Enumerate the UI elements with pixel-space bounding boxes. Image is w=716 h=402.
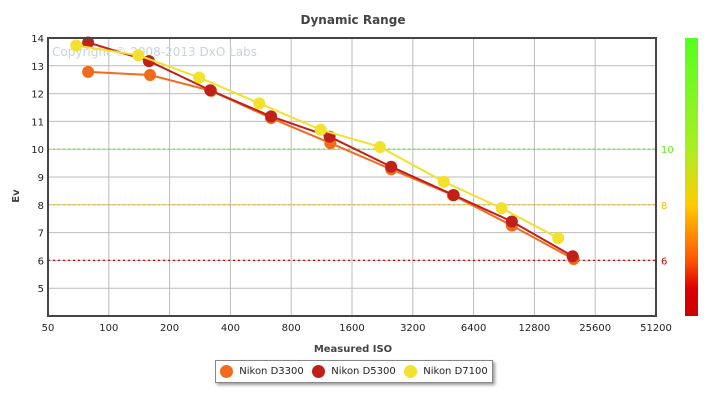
legend-label: Nikon D7100: [423, 366, 488, 377]
scale-label: 10: [661, 145, 674, 156]
x-tick-label: 400: [221, 323, 240, 334]
y-tick-label: 5: [38, 284, 44, 295]
x-tick-label: 51200: [640, 323, 672, 334]
data-point: [566, 250, 579, 263]
scale-label: 6: [661, 256, 667, 267]
plot-frame: [47, 37, 657, 317]
x-tick-label: 12800: [518, 323, 550, 334]
legend-item[interactable]: Nikon D5300: [312, 365, 396, 378]
data-point: [204, 84, 217, 97]
y-tick-label: 13: [31, 62, 44, 73]
series-line-nikon-d3300: [88, 70, 575, 260]
y-tick-label: 10: [31, 145, 44, 156]
x-tick-label: 200: [160, 323, 179, 334]
data-point: [193, 71, 206, 84]
data-point: [144, 68, 157, 81]
x-tick-label: 6400: [461, 323, 486, 334]
y-axis-label: Ev: [11, 189, 22, 203]
data-point: [505, 215, 518, 228]
y-tick-label: 12: [31, 90, 44, 101]
data-point: [70, 39, 83, 52]
y-tick-label: 14: [31, 34, 44, 45]
data-point: [265, 110, 278, 123]
y-tick-label: 9: [38, 173, 44, 184]
scale-label: 8: [661, 201, 667, 212]
y-tick-label: 8: [38, 201, 44, 212]
x-tick-label: 1600: [339, 323, 364, 334]
legend: Nikon D3300 Nikon D5300 Nikon D7100: [215, 360, 493, 383]
data-point: [132, 49, 145, 62]
data-point: [552, 232, 565, 245]
legend-marker: [220, 365, 234, 378]
x-tick-label: 100: [99, 323, 118, 334]
y-tick-label: 6: [38, 256, 44, 267]
data-point: [253, 97, 266, 110]
legend-marker: [312, 365, 326, 378]
x-axis-label: Measured ISO: [314, 344, 392, 355]
y-tick-label: 7: [38, 229, 44, 240]
chart-title: Dynamic Range: [301, 13, 406, 27]
data-point: [385, 160, 398, 173]
legend-label: Nikon D5300: [331, 366, 396, 377]
x-tick-label: 3200: [400, 323, 425, 334]
data-point: [495, 202, 508, 215]
data-point: [82, 65, 95, 78]
x-tick-label: 800: [282, 323, 301, 334]
legend-marker: [404, 365, 418, 378]
y-tick-label: 11: [31, 117, 44, 128]
legend-label: Nikon D3300: [239, 366, 304, 377]
data-point: [373, 140, 386, 153]
legend-item[interactable]: Nikon D3300: [220, 365, 304, 378]
data-point: [82, 36, 95, 49]
watermark: Copyright © 2008-2013 DxO Labs: [52, 45, 257, 59]
data-point: [437, 175, 450, 188]
legend-item[interactable]: Nikon D7100: [404, 365, 488, 378]
data-point: [314, 123, 327, 136]
x-tick-label: 25600: [579, 323, 611, 334]
data-point: [447, 189, 460, 202]
color-scale-bar: [685, 38, 698, 316]
x-tick-label: 50: [42, 323, 55, 334]
